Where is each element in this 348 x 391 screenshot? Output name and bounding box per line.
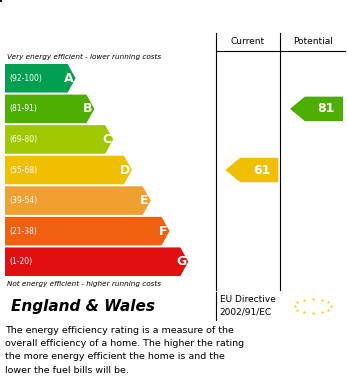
- Polygon shape: [5, 64, 76, 93]
- Polygon shape: [5, 217, 169, 246]
- Polygon shape: [5, 95, 94, 123]
- Bar: [0, 0, 1, 1]
- Polygon shape: [5, 156, 132, 184]
- Polygon shape: [290, 97, 343, 121]
- Text: D: D: [120, 163, 130, 176]
- Text: England & Wales: England & Wales: [11, 298, 155, 314]
- Text: (55-68): (55-68): [9, 165, 37, 174]
- Text: Current: Current: [231, 38, 265, 47]
- Text: Not energy efficient - higher running costs: Not energy efficient - higher running co…: [7, 280, 161, 287]
- Text: (92-100): (92-100): [9, 74, 42, 83]
- Text: The energy efficiency rating is a measure of the
overall efficiency of a home. T: The energy efficiency rating is a measur…: [5, 326, 244, 375]
- Text: (1-20): (1-20): [9, 257, 32, 266]
- Text: G: G: [176, 255, 186, 268]
- Text: (69-80): (69-80): [9, 135, 37, 144]
- Text: B: B: [83, 102, 93, 115]
- Polygon shape: [5, 125, 113, 154]
- Text: (81-91): (81-91): [9, 104, 37, 113]
- Text: Energy Efficiency Rating: Energy Efficiency Rating: [69, 9, 279, 23]
- Polygon shape: [226, 158, 278, 182]
- Text: C: C: [102, 133, 111, 146]
- Text: (21-38): (21-38): [9, 227, 37, 236]
- Text: 61: 61: [253, 163, 270, 176]
- Text: E: E: [140, 194, 149, 207]
- Polygon shape: [5, 248, 188, 276]
- Text: Very energy efficient - lower running costs: Very energy efficient - lower running co…: [7, 54, 161, 60]
- Text: 81: 81: [317, 102, 335, 115]
- Text: Potential: Potential: [293, 38, 333, 47]
- Text: EU Directive
2002/91/EC: EU Directive 2002/91/EC: [220, 295, 276, 317]
- Polygon shape: [5, 186, 151, 215]
- Text: (39-54): (39-54): [9, 196, 37, 205]
- Text: F: F: [159, 225, 167, 238]
- Text: A: A: [64, 72, 74, 85]
